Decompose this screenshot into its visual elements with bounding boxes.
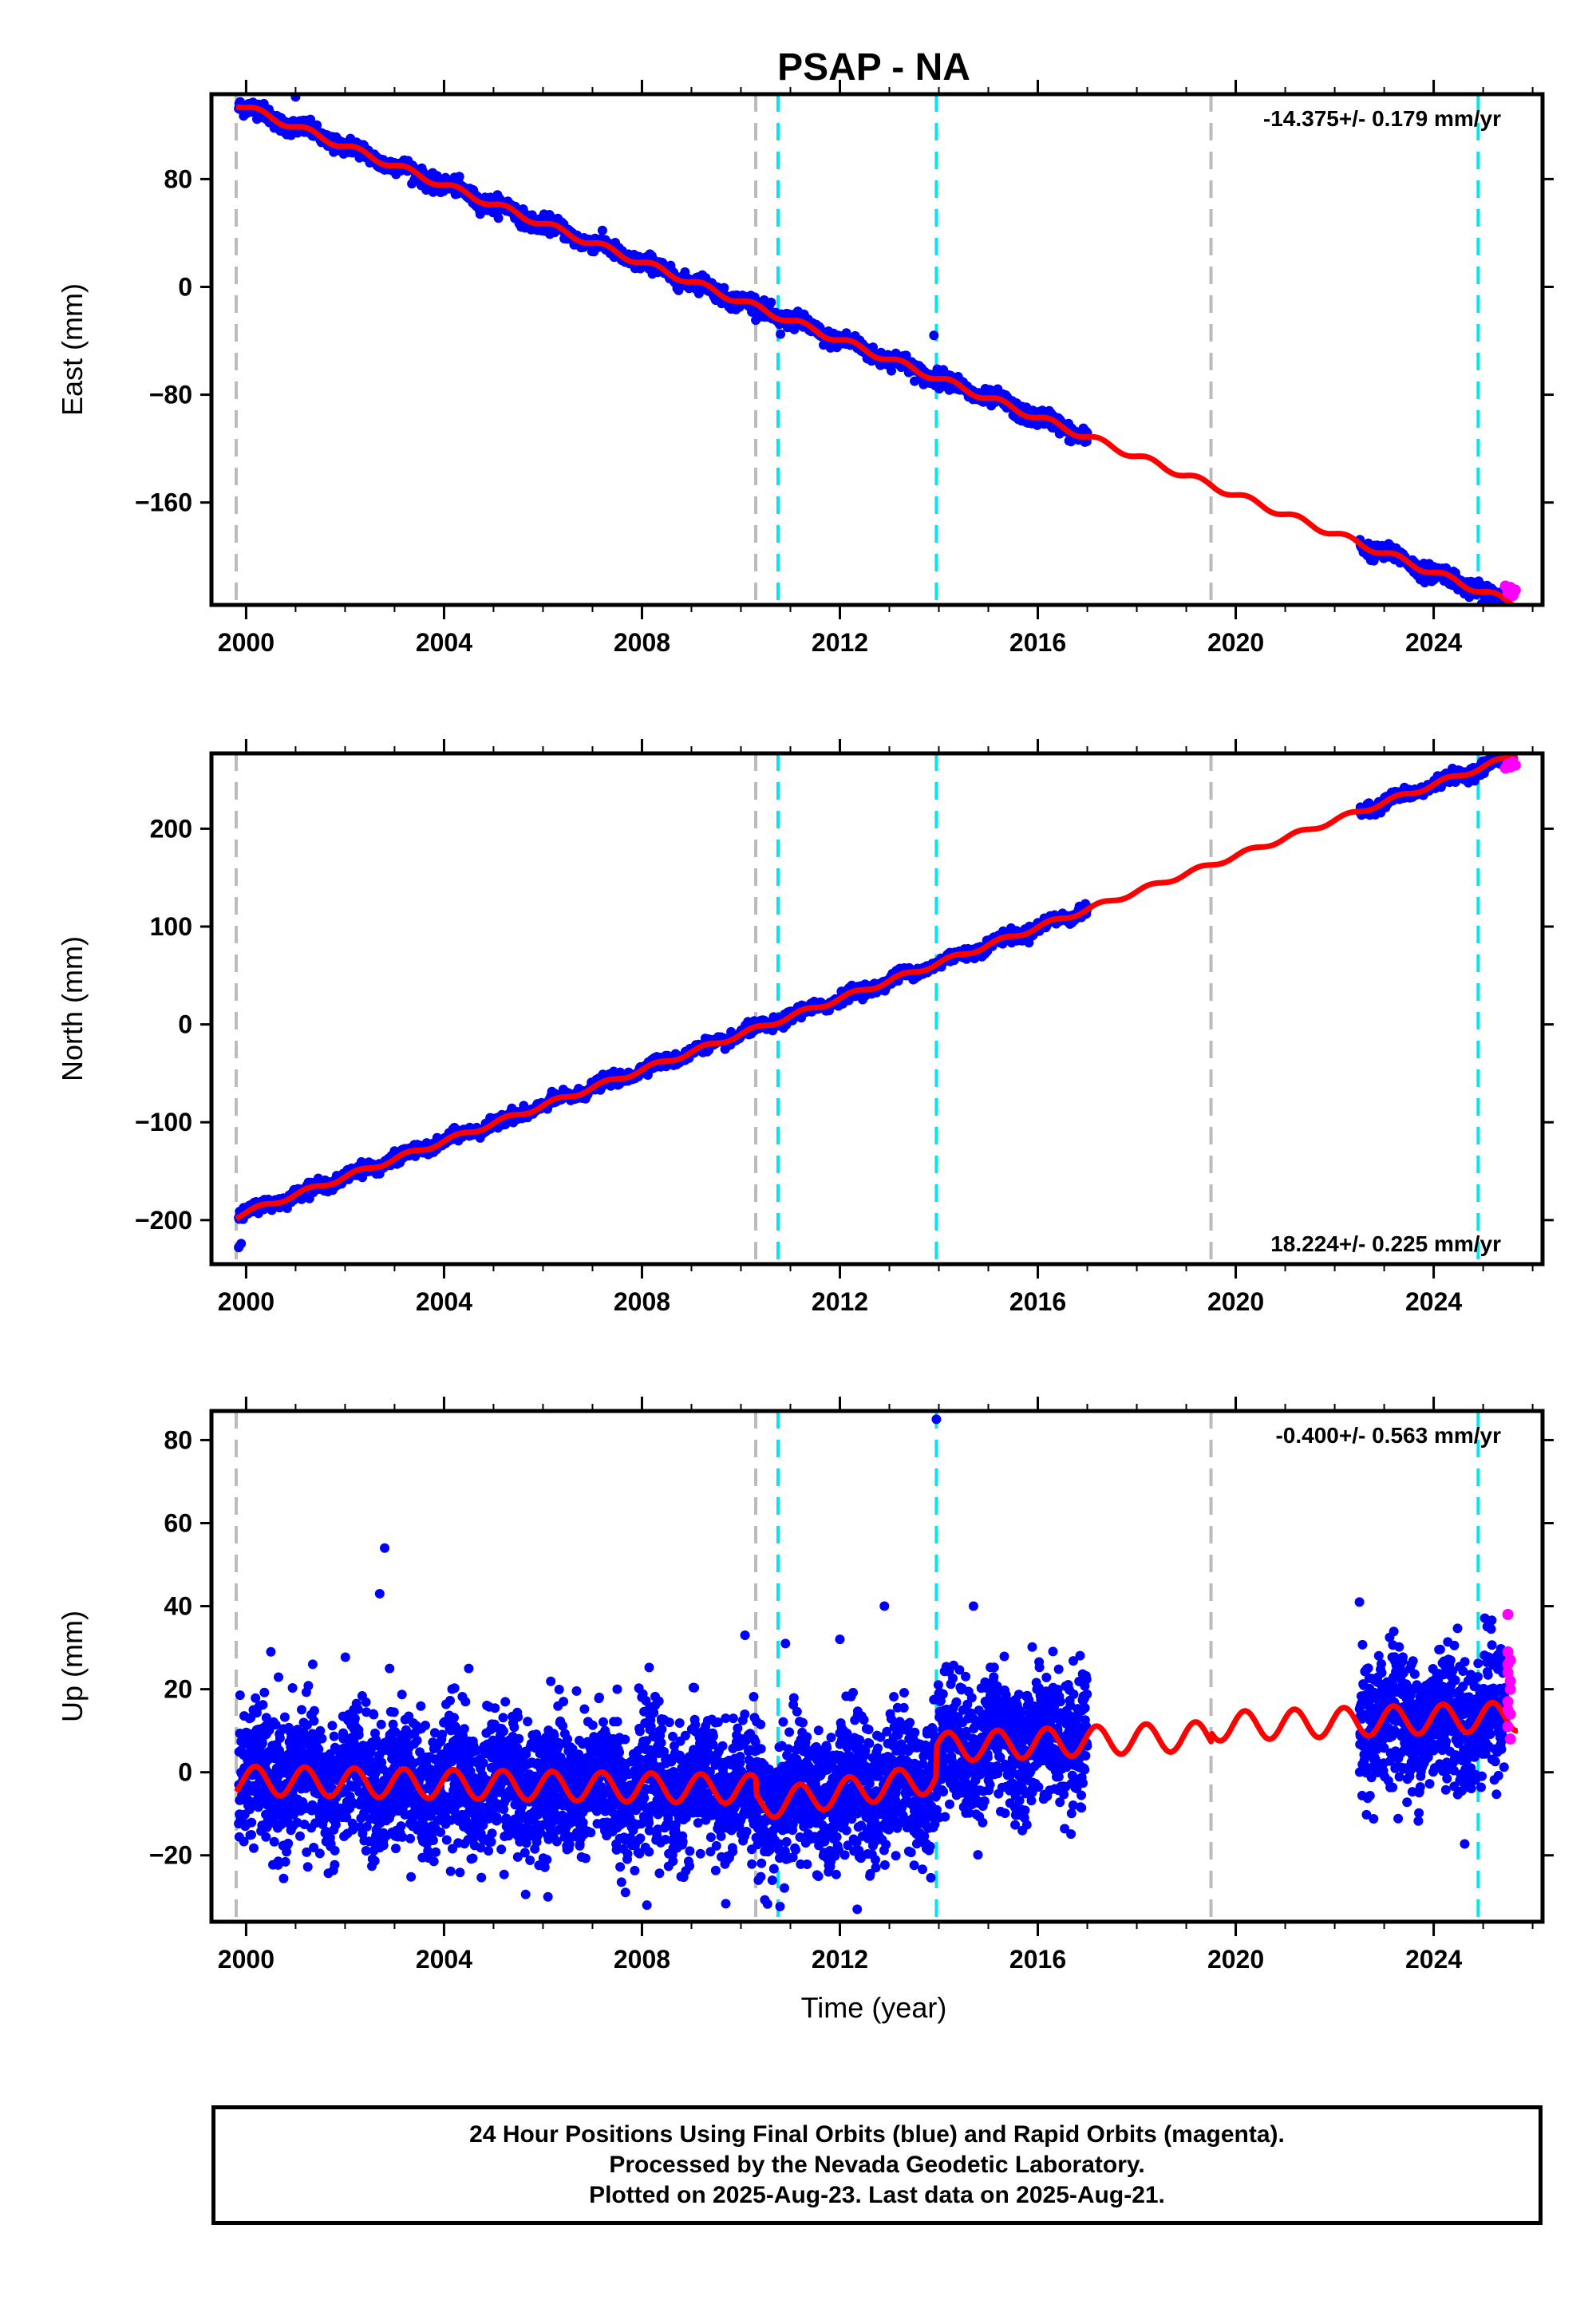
east-y-tick-label: −80: [149, 381, 192, 409]
north-y-tick-label: −200: [135, 1206, 192, 1235]
east-data-point: [868, 342, 878, 353]
east-x-tick-label: 2024: [1405, 628, 1462, 657]
up-data-point: [261, 1832, 271, 1842]
east-x-tick-label: 2016: [1009, 628, 1066, 657]
east-y-tick-label: 80: [164, 164, 192, 193]
up-data-point: [327, 1721, 338, 1731]
east-rapid-point: [1509, 584, 1521, 596]
up-data-point: [235, 1690, 245, 1701]
up-data-point: [330, 1845, 340, 1856]
east-x-tick-label: 2012: [812, 628, 868, 657]
east-y-axis-label: East (mm): [56, 283, 89, 416]
up-data-point: [283, 1838, 294, 1848]
east-x-tick-label: 2000: [218, 628, 275, 657]
up-data-point: [258, 1700, 268, 1710]
east-x-tick-label: 2004: [416, 628, 472, 657]
up-data-point: [303, 1681, 314, 1691]
up-data-point: [257, 1738, 267, 1749]
up-data-point: [309, 1705, 319, 1716]
up-data-point: [317, 1733, 327, 1744]
north-rapid-point: [1509, 759, 1521, 771]
up-data-point: [269, 1836, 279, 1847]
up-data-point: [247, 1830, 256, 1840]
north-x-tick-label: 2012: [812, 1287, 868, 1316]
up-data-point: [279, 1873, 289, 1883]
east-plot-area: [234, 94, 1521, 605]
east-outlier-point: [776, 329, 786, 339]
east-x-tick-label: 2020: [1207, 628, 1264, 657]
up-data-point: [279, 1712, 290, 1722]
north-x-tick-label: 2024: [1405, 1287, 1462, 1316]
east-y-tick-label: −160: [135, 488, 192, 517]
east-outlier-point: [929, 330, 939, 341]
north-x-tick-label: 2016: [1009, 1287, 1066, 1316]
up-data-point: [259, 1687, 270, 1697]
north-x-tick-label: 2020: [1207, 1287, 1264, 1316]
up-data-point: [354, 1729, 364, 1740]
north-y-tick-label: 0: [178, 1010, 192, 1039]
east-data-point: [454, 172, 464, 182]
up-data-point: [329, 1731, 339, 1741]
north-y-axis-label: North (mm): [56, 936, 89, 1081]
north-final-orbit-points: [234, 753, 1511, 1253]
east-y-tick-label: 0: [178, 272, 192, 301]
north-model-line: [234, 753, 1520, 1221]
north-x-tick-label: 2004: [416, 1287, 472, 1316]
up-data-point: [309, 1716, 319, 1726]
up-data-point: [287, 1683, 298, 1693]
up-data-point: [314, 1848, 325, 1859]
north-y-tick-label: 100: [150, 912, 192, 941]
east-rate-label: -14.375+/- 0.179 mm/yr: [1263, 106, 1501, 131]
east-model-line: [234, 104, 1518, 605]
up-data-point: [340, 1652, 350, 1662]
east-data-point: [719, 283, 729, 293]
east-data-point: [306, 114, 315, 124]
up-data-point: [280, 1856, 290, 1867]
up-plot-area: [234, 1411, 1520, 1922]
up-data-point: [275, 1733, 285, 1743]
up-data-point: [361, 1697, 371, 1707]
up-data-point: [302, 1862, 313, 1872]
up-data-point: [376, 1719, 386, 1729]
north-plot-area: [234, 753, 1521, 1264]
up-data-point: [330, 1860, 340, 1870]
east-data-point: [493, 213, 504, 223]
chart-title: PSAP - NA: [777, 46, 970, 89]
north-x-tick-label: 2000: [218, 1287, 275, 1316]
east-data-point: [597, 225, 607, 235]
up-final-orbit-points: [234, 1414, 1511, 1915]
north-y-tick-label: 200: [150, 814, 192, 843]
panel-east: 80 0 −80 −160 2000 2004 2008 2012 2016 2020 2024 Ea…: [56, 80, 1554, 657]
east-data-point: [312, 120, 322, 130]
north-outlier-point: [236, 1239, 247, 1249]
up-data-point: [247, 1817, 257, 1828]
up-data-point: [369, 1709, 379, 1720]
north-y-tick-label: −100: [135, 1108, 192, 1136]
up-data-point: [274, 1672, 283, 1682]
north-rate-label: 18.224+/- 0.225 mm/yr: [1270, 1231, 1501, 1256]
east-x-tick-label: 2008: [614, 628, 670, 657]
up-data-point: [297, 1705, 306, 1715]
up-data-point: [307, 1659, 318, 1670]
up-data-point: [295, 1831, 305, 1841]
panel-north: 200 100 0 −100 −200 2000 2004 2008 2012 2016 2020 2…: [56, 739, 1554, 1316]
up-data-point: [249, 1843, 259, 1853]
up-data-point: [369, 1856, 380, 1866]
north-x-tick-label: 2008: [614, 1287, 670, 1316]
east-data-point: [766, 297, 776, 307]
north-frame: [209, 751, 1545, 1267]
up-data-point: [353, 1704, 363, 1714]
